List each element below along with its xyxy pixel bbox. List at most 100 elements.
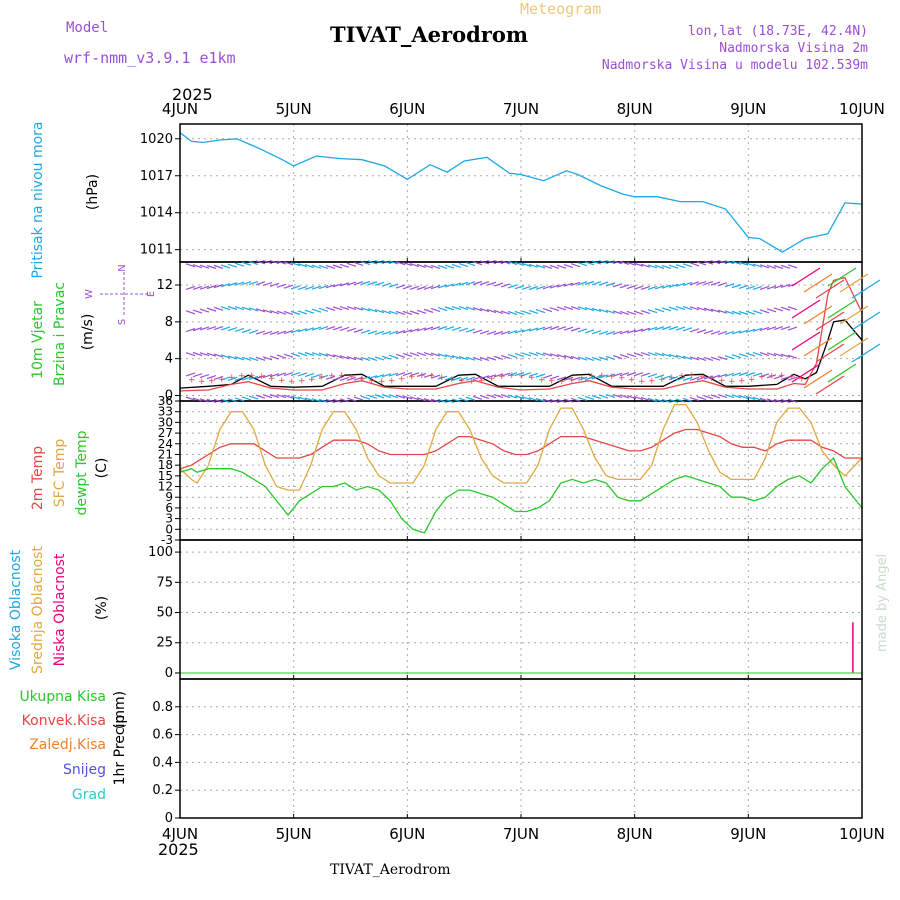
wind-barb [535, 351, 546, 357]
wind-barb [290, 371, 301, 377]
wind-barb [731, 394, 742, 399]
wind-barb [500, 330, 511, 335]
wind-barb [626, 395, 637, 400]
wind-barb [444, 264, 455, 269]
wind-barb [444, 398, 455, 403]
gust-marker: + [188, 376, 196, 386]
wind-barb [612, 260, 623, 265]
wind-barb [227, 263, 238, 268]
wind-barb [598, 281, 609, 286]
wind-barb [444, 354, 455, 359]
wind-barb [269, 330, 280, 336]
wind-barb [479, 375, 490, 380]
wind-barb [381, 373, 392, 378]
wind-barb [353, 396, 364, 401]
wind-barb [374, 259, 385, 265]
coords-label: lon,lat (18.73E, 42.4N) [687, 24, 868, 39]
wind-barb-storm [839, 337, 869, 357]
legend-snow: Snijeg [63, 762, 106, 778]
wind-barb [710, 330, 721, 335]
wind-barb [297, 310, 308, 315]
wind-barb [577, 281, 588, 286]
wind-barb [458, 262, 469, 268]
y-tick-label: 33 [158, 405, 173, 419]
wind-barb [346, 281, 357, 286]
wind-barb-storm [851, 279, 881, 299]
gust-marker: + [518, 371, 526, 381]
wind-barb [752, 285, 763, 291]
y-tick-label: 0 [165, 666, 173, 681]
wind-barb [521, 310, 532, 315]
series-line-gust [179, 276, 863, 392]
wind-barb [472, 329, 483, 334]
wind-barb [416, 263, 427, 268]
wind-barb [437, 353, 448, 358]
wind-barb [745, 262, 756, 267]
model-name: wrf-nmm_v3.9.1 e1km [64, 49, 236, 67]
wind-barb [283, 371, 294, 377]
wind-barb [360, 260, 371, 266]
wind-barb [703, 281, 714, 286]
wind-barb [311, 398, 322, 403]
wind-barb [192, 373, 203, 378]
wind-barb [689, 396, 700, 402]
wind-barb [367, 375, 378, 380]
wind-barb [395, 372, 406, 377]
y-tick-label: 4 [165, 352, 173, 367]
x-tick-label-bottom: 6JUN [389, 825, 425, 843]
wind-barb [234, 306, 245, 311]
wind-barb-storm [791, 363, 821, 383]
wind-barb [465, 376, 476, 381]
wind-barb [493, 355, 504, 360]
wind-barb [297, 352, 308, 357]
wind-barb [206, 325, 217, 331]
wind-barb [661, 307, 672, 312]
temp-ylabel2: SFC Temp [52, 439, 68, 508]
wind-barb [703, 330, 714, 335]
wind-barb [444, 306, 455, 311]
y-tick-label: 21 [158, 447, 173, 461]
gust-marker: + [668, 373, 676, 383]
wind-barb-storm [791, 331, 821, 351]
wind-barb [689, 328, 700, 333]
wind-barb [542, 374, 553, 379]
gust-marker: + [318, 373, 326, 383]
wind-barb [346, 327, 357, 332]
panel-frame [179, 678, 863, 819]
wind-barb [367, 394, 378, 399]
wind-barb [360, 280, 371, 286]
wind-barb [738, 353, 749, 358]
wind-barb [283, 353, 294, 358]
wind-barb [528, 327, 539, 332]
wind-barb [213, 398, 224, 404]
wind-barb [598, 330, 609, 335]
wind-barb [479, 356, 490, 361]
gust-marker: + [198, 377, 206, 387]
wind-barb [388, 394, 399, 399]
wind-barb-storm [791, 299, 821, 319]
wind-barb [451, 376, 462, 381]
wind-barb [752, 372, 763, 377]
wind-barb [640, 351, 651, 357]
wind-barb [423, 326, 434, 331]
y-tick-label: 15 [158, 469, 173, 483]
gust-marker: + [578, 374, 586, 384]
wind-barb [388, 260, 399, 265]
wind-barb-storm [827, 299, 857, 319]
wind-barb [255, 394, 266, 399]
y-tick-label: 0.6 [152, 728, 173, 743]
year-label-bottom: 2025 [158, 840, 199, 859]
wind-barb [458, 327, 469, 332]
wind-barb-storm [803, 273, 833, 293]
wind-barb [738, 284, 749, 290]
wind-barb [668, 353, 679, 358]
wind-barb [304, 327, 315, 332]
wind-barb [570, 376, 581, 382]
wind-barb [668, 306, 679, 311]
wind-barb [752, 263, 763, 268]
wind-barb [360, 395, 371, 400]
gust-marker: + [478, 376, 486, 386]
wind-barb [724, 330, 735, 335]
wind-barb [584, 356, 595, 362]
